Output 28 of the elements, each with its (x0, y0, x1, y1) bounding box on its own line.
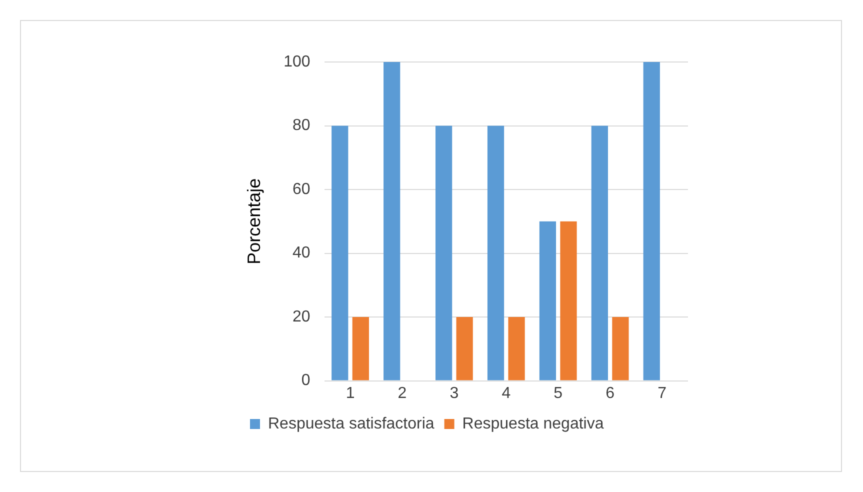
y-tick-label: 60 (292, 180, 310, 198)
bar (352, 317, 369, 380)
y-axis-title: Porcentaje (244, 178, 264, 264)
bar (456, 317, 473, 380)
y-tick-label: 40 (292, 244, 310, 262)
y-tick-label: 100 (284, 53, 310, 70)
y-tick-label: 80 (292, 117, 310, 134)
legend-label: Respuesta satisfactoria (268, 415, 434, 432)
x-tick-label: 3 (450, 384, 459, 402)
bar (508, 317, 525, 380)
x-tick-label: 6 (606, 384, 615, 402)
bar (435, 126, 452, 380)
bar (384, 62, 400, 380)
x-tick-label: 4 (502, 384, 511, 402)
y-tick-label: 0 (301, 372, 310, 390)
x-tick-label: 7 (658, 384, 667, 402)
x-tick-label: 1 (346, 384, 355, 402)
legend-label: Respuesta negativa (462, 415, 604, 432)
bar (591, 126, 608, 380)
y-tick-label: 20 (292, 308, 310, 326)
x-tick-label: 5 (554, 384, 563, 402)
bar (560, 221, 577, 380)
bar (332, 126, 348, 380)
bar (539, 221, 556, 380)
bar (487, 126, 504, 380)
x-tick-label: 2 (398, 384, 407, 402)
bar (643, 62, 660, 380)
bar (612, 317, 629, 380)
